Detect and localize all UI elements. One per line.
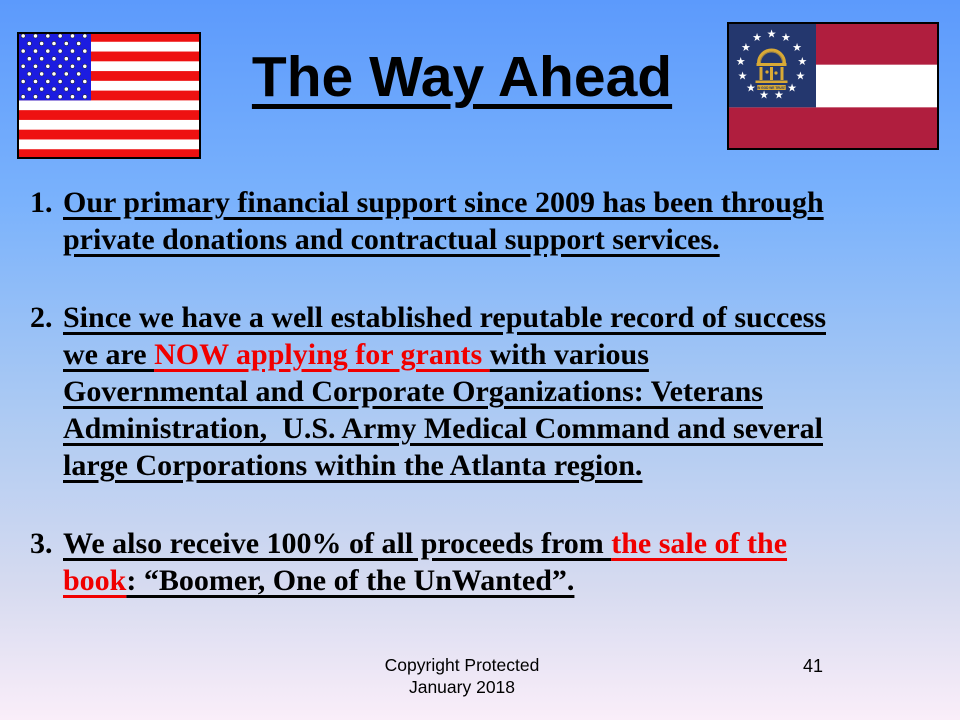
body-list: 1. Our primary financial support since 20… [30, 184, 920, 599]
svg-text:★: ★ [752, 32, 762, 44]
list-item-text: We also receive 100% of all proceeds fro… [63, 525, 920, 599]
svg-text:★: ★ [781, 32, 791, 44]
us-flag-stripes [17, 32, 201, 159]
text-segment: book [63, 564, 127, 597]
svg-text:★: ★ [746, 83, 756, 95]
list-item-text: Since we have a well established reputab… [63, 299, 920, 484]
text-segment: we are [63, 338, 155, 371]
list-item-number: 2. [30, 301, 53, 334]
svg-text:★: ★ [792, 42, 802, 54]
svg-text:★: ★ [767, 29, 777, 41]
text-segment: Governmental and Corporate Organizations… [63, 375, 763, 408]
georgia-flag-stars: ★ ★★★★★★★★★★★★ [736, 29, 808, 102]
page-title: The Way Ahead [252, 44, 672, 110]
svg-text:★: ★ [736, 56, 746, 68]
copyright-footer: Copyright Protected January 2018 [385, 654, 540, 698]
text-segment: with various [489, 338, 649, 371]
footer-line-2: January 2018 [408, 677, 516, 697]
text-segment: Since we have a well established reputab… [63, 301, 826, 334]
page-title-text: The Way Ahead [251, 45, 673, 109]
page-number: 41 [803, 656, 824, 676]
text-segment: Administration, U.S. Army Medical Comman… [63, 412, 823, 445]
text-segment: NOW applying for grants [154, 338, 490, 371]
list-item: 2. Since we have a well established reput… [30, 299, 920, 484]
text-segment: Our primary financial support since 2009… [63, 186, 824, 219]
text-segment: the sale of the [611, 527, 788, 560]
footer-line-1: Copyright Protected [384, 655, 540, 675]
list-item: 3. We also receive 100% of all proceeds f… [30, 525, 920, 599]
list-item-number: 1. [30, 186, 53, 219]
svg-text:★: ★ [759, 90, 769, 102]
list-item: 1. Our primary financial support since 20… [30, 184, 920, 258]
text-segment: private donations and contractual suppor… [63, 223, 720, 256]
svg-text:★: ★ [787, 83, 797, 95]
text-segment: We also receive 100% of all proceeds fro… [63, 527, 612, 560]
us-flag-icon [17, 32, 201, 159]
text-segment: : “Boomer, One of the UnWanted”. [126, 564, 575, 597]
georgia-flag-seal: IN GOD WE TRUST [755, 48, 788, 90]
list-item-text: Our primary financial support since 2009… [63, 184, 920, 258]
svg-text:★: ★ [738, 70, 748, 82]
svg-text:★: ★ [774, 90, 784, 102]
georgia-flag-motto: IN GOD WE TRUST [757, 86, 786, 90]
svg-text:★: ★ [797, 56, 807, 68]
text-segment: large Corporations within the Atlanta re… [63, 449, 643, 482]
svg-text:★: ★ [741, 42, 751, 54]
list-item-number: 3. [30, 527, 53, 560]
georgia-flag-icon: ★ ★★★★★★★★★★★★ IN GOD WE TRUST [727, 22, 939, 150]
svg-text:★: ★ [796, 70, 806, 82]
